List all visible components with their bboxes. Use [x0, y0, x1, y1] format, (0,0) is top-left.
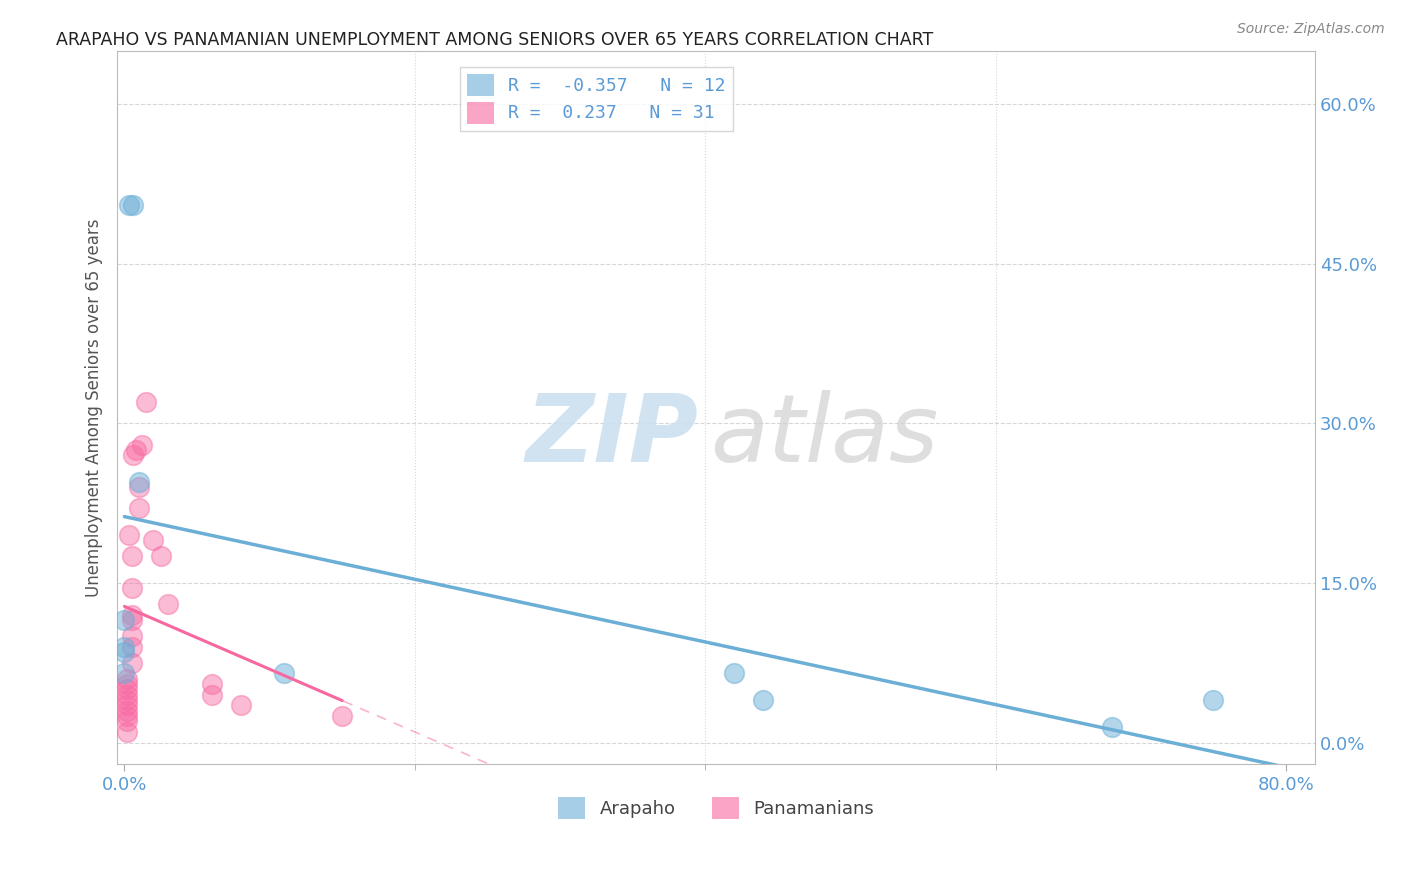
Point	[200, 677, 222, 691]
Point	[128, 501, 150, 516]
Point	[117, 714, 139, 729]
Point	[114, 645, 136, 659]
Text: ZIP: ZIP	[526, 390, 699, 482]
Point	[752, 693, 775, 707]
Point	[131, 437, 153, 451]
Text: ARAPAHO VS PANAMANIAN UNEMPLOYMENT AMONG SENIORS OVER 65 YEARS CORRELATION CHART: ARAPAHO VS PANAMANIAN UNEMPLOYMENT AMONG…	[56, 31, 934, 49]
Legend: Arapaho, Panamanians: Arapaho, Panamanians	[551, 789, 882, 826]
Point	[128, 480, 150, 494]
Point	[121, 613, 143, 627]
Point	[330, 709, 353, 723]
Point	[229, 698, 252, 713]
Point	[117, 704, 139, 718]
Point	[114, 613, 136, 627]
Point	[125, 442, 148, 457]
Point	[117, 698, 139, 713]
Point	[117, 682, 139, 697]
Point	[121, 549, 143, 564]
Text: atlas: atlas	[710, 391, 938, 482]
Point	[723, 666, 745, 681]
Point	[118, 198, 141, 212]
Point	[142, 533, 165, 548]
Point	[114, 640, 136, 654]
Point	[117, 677, 139, 691]
Point	[1202, 693, 1225, 707]
Point	[128, 475, 150, 489]
Text: Source: ZipAtlas.com: Source: ZipAtlas.com	[1237, 22, 1385, 37]
Point	[200, 688, 222, 702]
Point	[121, 607, 143, 622]
Point	[121, 581, 143, 595]
Point	[149, 549, 172, 564]
Point	[118, 528, 141, 542]
Point	[114, 666, 136, 681]
Point	[122, 448, 145, 462]
Point	[117, 709, 139, 723]
Y-axis label: Unemployment Among Seniors over 65 years: Unemployment Among Seniors over 65 years	[86, 218, 103, 597]
Point	[135, 395, 157, 409]
Point	[117, 672, 139, 686]
Point	[122, 198, 145, 212]
Point	[117, 693, 139, 707]
Point	[121, 656, 143, 670]
Point	[117, 725, 139, 739]
Point	[117, 688, 139, 702]
Point	[121, 640, 143, 654]
Point	[121, 629, 143, 643]
Point	[273, 666, 295, 681]
Point	[1101, 720, 1123, 734]
Point	[156, 597, 179, 611]
